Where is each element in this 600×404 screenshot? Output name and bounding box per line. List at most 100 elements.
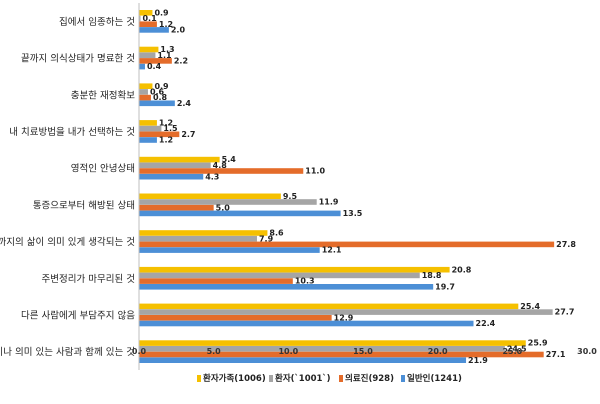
bar-3 (139, 131, 180, 138)
data-label: 10.3 (295, 277, 315, 286)
data-label: 8.6 (269, 229, 284, 238)
legend-swatch-3 (339, 375, 343, 382)
bar-4 (139, 247, 320, 253)
data-label: 27.1 (546, 350, 566, 359)
bar-1 (139, 156, 220, 163)
data-label: 0.8 (153, 93, 168, 102)
bar-2 (139, 162, 211, 169)
bar-2 (139, 199, 317, 205)
legend-swatch-4 (401, 375, 405, 382)
data-label: 24.5 (507, 344, 527, 353)
data-label: 0.1 (142, 14, 157, 23)
data-label: 21.9 (468, 356, 488, 365)
bar-3 (139, 351, 544, 358)
legend-label: 의료진(928) (345, 373, 394, 384)
data-label: 27.8 (556, 240, 576, 249)
bar-2 (139, 272, 420, 279)
x-tick-label: 0.0 (132, 347, 147, 356)
bar-3 (139, 58, 172, 64)
data-label: 12.1 (322, 246, 342, 255)
bar-4 (139, 357, 467, 363)
bar-3 (139, 204, 214, 211)
data-label: 5.0 (216, 203, 231, 212)
data-label: 19.7 (435, 282, 455, 291)
legend-label: 일반인(1241) (407, 373, 462, 384)
category-label: 영적인 안녕상태 (71, 163, 135, 175)
bar-4 (139, 173, 204, 180)
x-tick-label: 25.0 (502, 347, 522, 356)
bar-4 (139, 284, 434, 290)
data-label: 1.2 (159, 20, 173, 29)
data-label: 7.9 (259, 234, 274, 243)
bar-1 (139, 83, 153, 89)
bar-2 (139, 15, 141, 22)
legend-swatch-1 (197, 375, 201, 382)
data-label: 12.9 (334, 313, 354, 322)
data-label: 1.5 (163, 124, 178, 133)
category-label: 지금까지의 삶이 의미 있게 생각되는 것 (0, 236, 135, 248)
data-label: 11.9 (319, 198, 339, 207)
data-label: 5.4 (222, 155, 237, 164)
data-label: 1.2 (159, 119, 173, 128)
category-label: 충분한 재정확보 (71, 89, 135, 101)
category-label: 통증으로부터 해방된 상태 (33, 199, 135, 211)
category-label: 주변정리가 마무리된 것 (42, 273, 135, 285)
bar-1 (139, 266, 450, 273)
data-label: 1.2 (159, 136, 173, 145)
bar-2 (139, 89, 148, 95)
category-label: 끝까지 의식상태가 명료한 것 (21, 54, 135, 65)
data-label: 9.5 (283, 192, 298, 201)
data-label: 2.7 (181, 130, 195, 139)
bar-2 (139, 125, 162, 132)
data-label: 25.4 (520, 302, 540, 311)
category-label: 집에서 임종하는 것 (59, 16, 135, 28)
bar-1 (139, 46, 159, 53)
bar-3 (139, 278, 293, 284)
bar-4 (139, 137, 157, 143)
bar-1 (139, 340, 526, 346)
data-label: 20.8 (452, 265, 472, 274)
data-label: 1.3 (160, 45, 174, 54)
bar-1 (139, 303, 519, 310)
data-label: 2.0 (171, 26, 186, 35)
bar-3 (139, 315, 332, 321)
data-label: 27.7 (555, 308, 575, 317)
data-label: 4.3 (205, 172, 219, 181)
bar-3 (139, 94, 151, 101)
data-label: 0.9 (154, 82, 169, 91)
data-label: 4.8 (213, 161, 228, 170)
category-label: 가족이나 의미 있는 사람과 함께 있는 것 (0, 346, 135, 358)
data-label: 0.4 (147, 62, 162, 71)
legend-label: 환자(`1001`) (275, 373, 331, 384)
bar-1 (139, 193, 281, 200)
data-label: 22.4 (476, 319, 496, 328)
bar-4 (139, 100, 175, 107)
bar-4 (139, 210, 341, 217)
data-label: 11.0 (305, 167, 325, 176)
bar-3 (139, 241, 555, 248)
bar-2 (139, 235, 257, 242)
category-label: 내 치료방법을 내가 선택하는 것 (9, 126, 135, 138)
bar-2 (139, 52, 156, 58)
data-label: 2.4 (177, 99, 192, 108)
bar-1 (139, 230, 268, 236)
data-label: 18.8 (422, 271, 442, 280)
legend-swatch-2 (269, 375, 273, 382)
bar-4 (139, 320, 474, 327)
x-tick-label: 20.0 (428, 347, 448, 356)
x-tick-label: 30.0 (577, 347, 597, 356)
bar-2 (139, 309, 553, 315)
data-label: 0.6 (150, 88, 165, 97)
bar-4 (139, 27, 169, 33)
category-label: 다른 사람에게 부담주지 않음 (21, 309, 135, 321)
bar-1 (139, 10, 153, 16)
bar-1 (139, 120, 157, 126)
data-label: 1.1 (157, 51, 172, 60)
bar-3 (139, 21, 157, 27)
bar-3 (139, 168, 304, 174)
data-label: 0.9 (154, 8, 169, 17)
x-tick-label: 15.0 (353, 347, 373, 356)
data-label: 2.2 (174, 57, 188, 66)
